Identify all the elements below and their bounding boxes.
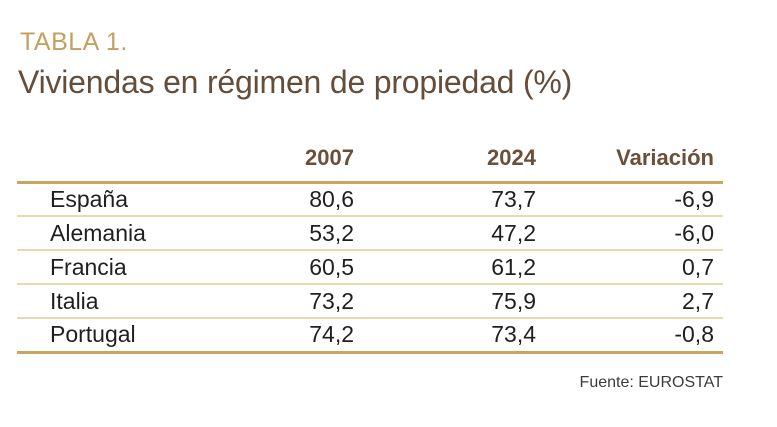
country-cell: España [17, 182, 217, 217]
value-2007-cell: 73,2 [217, 284, 354, 319]
value-variacion-cell: 2,7 [536, 284, 723, 319]
country-cell: Portugal [17, 318, 217, 354]
value-2024-cell: 47,2 [354, 216, 536, 251]
value-variacion-cell: -6,9 [536, 182, 723, 217]
table-label: TABLA 1. [20, 28, 128, 56]
table-row: Portugal 74,2 73,4 -0,8 [17, 318, 723, 354]
value-2007-cell: 80,6 [217, 182, 354, 217]
value-2024-cell: 73,7 [354, 182, 536, 217]
table-body: España 80,6 73,7 -6,9 Alemania 53,2 47,2 -6,0 Fr… [17, 182, 723, 354]
table-row: España 80,6 73,7 -6,9 [17, 182, 723, 217]
value-2007-cell: 74,2 [217, 318, 354, 354]
source-note: Fuente: EUROSTAT [579, 374, 723, 391]
header-empty-cell [17, 136, 217, 184]
value-2007-cell: 60,5 [217, 250, 354, 285]
page-title: Viviendas en régimen de propiedad (%) [18, 64, 573, 100]
country-cell: Alemania [17, 216, 217, 251]
table-header: 2007 2024 Variación [17, 136, 723, 184]
header-2007: 2007 [217, 136, 354, 184]
value-variacion-cell: -0,8 [536, 318, 723, 354]
value-variacion-cell: -6,0 [536, 216, 723, 251]
table-row: Italia 73,2 75,9 2,7 [17, 284, 723, 319]
value-2024-cell: 75,9 [354, 284, 536, 319]
value-2007-cell: 53,2 [217, 216, 354, 251]
data-table: 2007 2024 Variación España 80,6 73,7 -6,9 Al… [17, 136, 723, 354]
country-cell: Francia [17, 250, 217, 285]
header-variacion: Variación [536, 136, 723, 184]
value-variacion-cell: 0,7 [536, 250, 723, 285]
table-row: Alemania 53,2 47,2 -6,0 [17, 216, 723, 251]
header-row: 2007 2024 Variación [17, 136, 723, 184]
country-cell: Italia [17, 284, 217, 319]
table-row: Francia 60,5 61,2 0,7 [17, 250, 723, 285]
value-2024-cell: 73,4 [354, 318, 536, 354]
header-2024: 2024 [354, 136, 536, 184]
value-2024-cell: 61,2 [354, 250, 536, 285]
